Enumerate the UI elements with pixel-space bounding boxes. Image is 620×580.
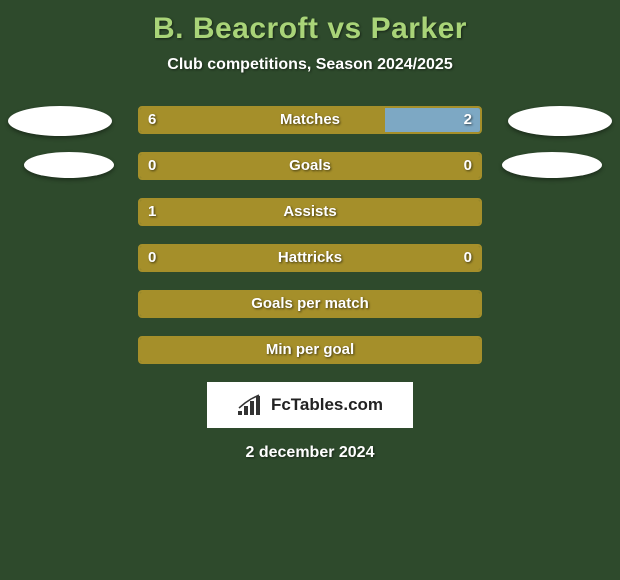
bar-left [140,338,480,362]
bar-left [140,246,480,270]
value-right: 0 [464,152,472,180]
value-right: 2 [464,106,472,134]
fctables-logo-icon [237,394,265,416]
player-avatar-left [8,106,112,136]
bar-container [138,244,482,272]
date-label: 2 december 2024 [0,444,620,462]
bar-left [140,200,480,224]
page-title: B. Beacroft vs Parker [0,0,620,46]
bar-container [138,336,482,364]
stat-row: Min per goal [0,336,620,364]
bar-container [138,106,482,134]
logo-box: FcTables.com [207,382,413,428]
bar-left [140,292,480,316]
logo-text: FcTables.com [271,395,383,415]
player-avatar-left [24,152,114,178]
player-avatar-right [508,106,612,136]
stat-row: Goals per match [0,290,620,318]
comparison-chart: 62Matches00Goals1Assists00HattricksGoals… [0,106,620,364]
value-right: 0 [464,244,472,272]
value-left: 0 [148,244,156,272]
player-avatar-right [502,152,602,178]
bar-container [138,290,482,318]
value-left: 6 [148,106,156,134]
bar-left [140,108,385,132]
stat-row: 00Hattricks [0,244,620,272]
bar-container [138,198,482,226]
value-left: 1 [148,198,156,226]
bar-left [140,154,480,178]
value-left: 0 [148,152,156,180]
stat-row: 1Assists [0,198,620,226]
subtitle: Club competitions, Season 2024/2025 [0,56,620,74]
bar-container [138,152,482,180]
